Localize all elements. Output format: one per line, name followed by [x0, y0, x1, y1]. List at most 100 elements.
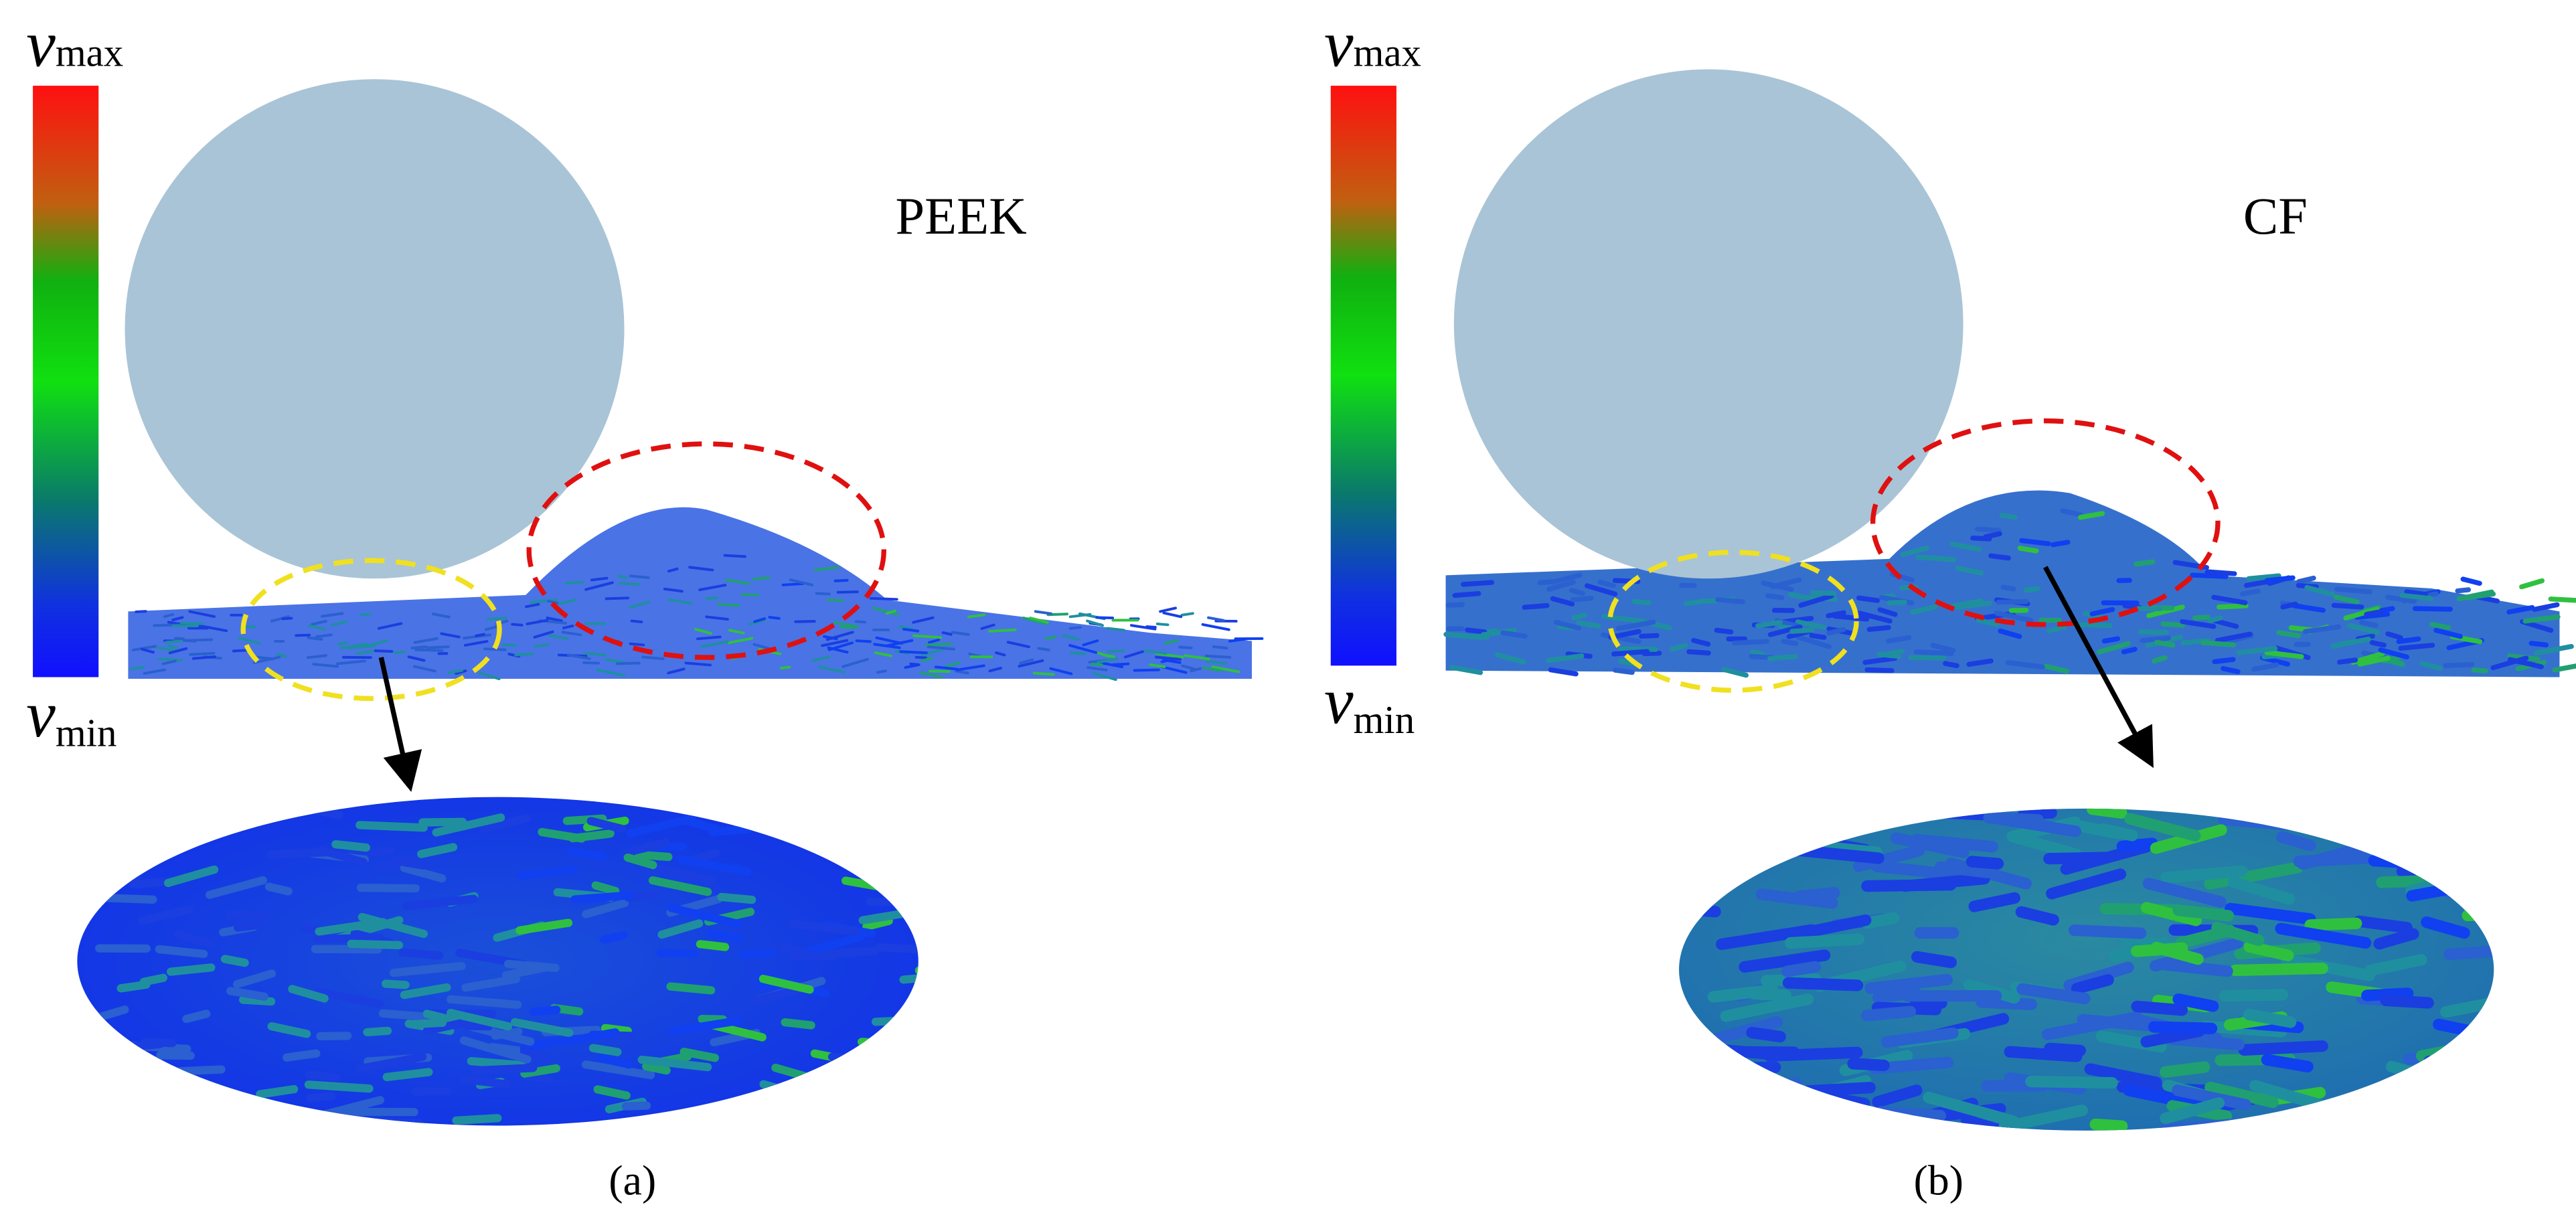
- symbol: v: [26, 9, 56, 81]
- particle: [918, 671, 943, 679]
- particle: [570, 891, 635, 904]
- particle: [831, 1066, 868, 1077]
- particle: [455, 669, 467, 675]
- particle: [2084, 1063, 2162, 1088]
- particle: [698, 1014, 728, 1024]
- particle: [1037, 647, 1050, 651]
- particle: [156, 1051, 195, 1060]
- particle: [398, 948, 444, 960]
- particle: [1537, 578, 1558, 586]
- particle: [402, 894, 478, 910]
- particle: [2378, 647, 2409, 660]
- particle: [310, 619, 327, 626]
- particle: [759, 1080, 812, 1101]
- particle: [1943, 661, 1959, 669]
- particle: [1880, 1027, 1959, 1048]
- particle: [1092, 671, 1117, 681]
- particle: [752, 576, 771, 581]
- roller: [1453, 69, 1963, 579]
- panel-label: (a): [609, 1157, 656, 1204]
- particle: [2476, 1103, 2494, 1118]
- particle: [2405, 868, 2483, 896]
- particle: [1909, 604, 1938, 615]
- particle: [727, 637, 754, 645]
- particle: [2532, 602, 2560, 612]
- particle: [591, 881, 620, 896]
- particle: [2293, 852, 2372, 868]
- particle: [307, 805, 344, 819]
- particle: [2506, 604, 2535, 615]
- particle: [2238, 1040, 2328, 1056]
- particle: [833, 578, 849, 582]
- particle: [336, 659, 366, 665]
- particle: [1870, 860, 1974, 882]
- particle: [668, 1016, 742, 1036]
- particle: [1714, 627, 1734, 635]
- particle: [667, 567, 679, 573]
- particle: [1597, 580, 1616, 588]
- particle: [1889, 1125, 1984, 1131]
- particle: [791, 1101, 852, 1125]
- particle: [464, 640, 489, 647]
- particle: [1866, 625, 1891, 632]
- particle: [220, 955, 249, 967]
- particle: [2343, 606, 2380, 621]
- particle: [135, 610, 147, 613]
- particle: [452, 1114, 502, 1125]
- particle: [566, 653, 591, 660]
- particle: [2211, 594, 2248, 606]
- particle: [2243, 941, 2294, 961]
- particle: [2166, 1034, 2245, 1051]
- particle: [165, 639, 183, 644]
- particle: [1154, 655, 1182, 661]
- particle: [167, 644, 179, 649]
- particle: [2046, 625, 2067, 634]
- particle: [267, 1022, 311, 1038]
- particle: [461, 975, 520, 992]
- particle: [1886, 599, 1907, 606]
- particle: [1930, 643, 1956, 653]
- particle: [1999, 512, 2018, 520]
- particle: [2160, 1097, 2225, 1125]
- particle: [849, 797, 916, 810]
- particle: [1568, 588, 1585, 596]
- particle: [2138, 629, 2169, 635]
- particle: [1180, 612, 1194, 617]
- colorbar: [1330, 86, 1396, 666]
- particle: [2140, 635, 2171, 643]
- particle: [331, 840, 371, 852]
- particle: [1755, 620, 1783, 629]
- particle: [252, 655, 281, 664]
- particle: [900, 1099, 918, 1120]
- particle: [817, 665, 846, 673]
- particle: [813, 566, 839, 572]
- particle: [347, 939, 404, 950]
- colorbar-min-label: vmin: [1324, 665, 1415, 742]
- particle: [226, 910, 272, 920]
- particle: [869, 596, 898, 601]
- particle: [621, 1101, 651, 1111]
- particle: [2398, 643, 2435, 651]
- particle: [413, 665, 436, 673]
- particle: [2347, 809, 2413, 836]
- particle: [1885, 635, 1912, 644]
- particle: [339, 643, 368, 650]
- particle: [413, 637, 438, 644]
- particle: [2460, 576, 2482, 586]
- particle: [988, 666, 1003, 673]
- particle: [295, 633, 311, 637]
- particle: [109, 852, 147, 865]
- particle: [2486, 1048, 2494, 1066]
- particle: [899, 973, 918, 984]
- particle: [885, 609, 897, 615]
- particle: [168, 647, 188, 655]
- particle: [2399, 592, 2434, 601]
- particle: [347, 645, 376, 650]
- particle: [1162, 611, 1183, 619]
- particle: [1032, 671, 1055, 676]
- particle: [619, 582, 641, 586]
- particle: [561, 631, 582, 637]
- particle: [1202, 666, 1223, 672]
- particle: [2131, 1000, 2188, 1016]
